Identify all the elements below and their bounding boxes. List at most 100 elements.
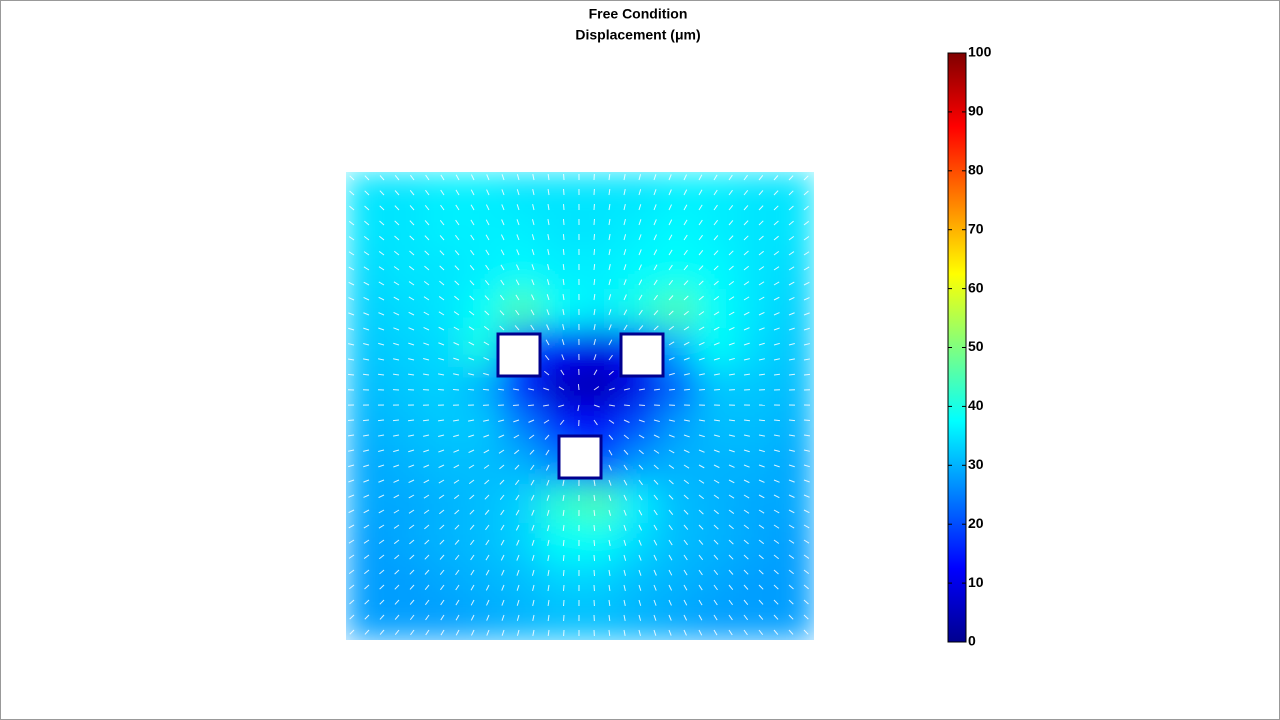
quiver-arrow [392, 419, 400, 422]
quiver-arrow [378, 296, 385, 301]
cell [424, 367, 464, 407]
quiver-arrow [683, 174, 688, 181]
quiver-arrow [500, 279, 505, 286]
quiver-arrow [758, 509, 765, 514]
quiver-arrow [668, 494, 674, 500]
quiver-arrow [773, 494, 780, 499]
quiver-arrow [469, 509, 475, 515]
quiver-arrow [593, 554, 596, 562]
quiver-arrow [468, 373, 475, 376]
quiver-arrow [409, 599, 415, 605]
quiver-arrow [683, 419, 690, 422]
quiver-arrow [486, 599, 490, 606]
quiver-arrow [393, 539, 400, 545]
quiver-arrow [638, 554, 642, 561]
quiver-arrow [562, 309, 565, 316]
cell [580, 562, 620, 602]
quiver-arrow [348, 524, 355, 529]
quiver-arrow [547, 584, 550, 592]
quiver-arrow [713, 265, 719, 271]
quiver-arrow [513, 434, 520, 439]
quiver-arrow [499, 294, 505, 301]
quiver-arrow [439, 280, 445, 286]
quiver-arrow [364, 614, 370, 620]
quiver-arrow [363, 449, 370, 452]
quiver-arrow [393, 296, 400, 301]
quiver-arrow [516, 539, 520, 546]
quiver-arrow [455, 189, 460, 196]
cell [775, 484, 814, 524]
quiver-arrow [515, 279, 520, 286]
quiver-arrow [424, 569, 430, 575]
quiver-arrow [728, 174, 733, 181]
cell [463, 406, 503, 446]
quiver-arrow [499, 310, 505, 316]
quiver-arrow [788, 629, 794, 635]
quiver-arrow [499, 479, 505, 485]
quiver-arrow [623, 629, 626, 636]
quiver-arrow [379, 629, 385, 635]
quiver-arrow [408, 342, 415, 346]
post [496, 332, 542, 378]
quiver-arrow [788, 358, 795, 361]
quiver-arrow [743, 265, 750, 271]
quiver-arrow [758, 494, 765, 499]
quiver-arrow [453, 479, 460, 484]
quiver [347, 173, 811, 637]
quiver-arrow [713, 235, 719, 241]
quiver-arrow [485, 524, 490, 531]
cell [775, 289, 814, 329]
quiver-arrow [362, 373, 370, 376]
quiver-arrow [500, 249, 505, 256]
quiver-arrow [803, 464, 810, 468]
quiver-arrow [378, 449, 385, 452]
cell [697, 562, 737, 602]
quiver-arrow [788, 175, 794, 181]
quiver-arrow [363, 327, 370, 331]
quiver-arrow [758, 569, 764, 575]
quiver-arrow [515, 494, 520, 501]
quiver-arrow [546, 294, 550, 301]
cell [502, 562, 542, 602]
quiver-arrow [653, 219, 657, 226]
quiver-arrow [439, 265, 445, 271]
quiver-arrow [728, 584, 734, 590]
quiver-arrow [683, 265, 689, 271]
quiver-arrow [438, 296, 445, 301]
quiver-arrow [653, 279, 658, 286]
quiver-arrow [408, 281, 415, 286]
quiver-arrow [698, 524, 704, 530]
quiver-arrow [758, 235, 764, 241]
quiver-arrow [363, 464, 370, 468]
quiver-arrow [683, 234, 688, 241]
quiver-arrow [728, 189, 733, 196]
quiver-arrow [394, 554, 400, 560]
quiver-arrow [408, 509, 415, 514]
quiver-arrow [470, 234, 475, 241]
cell [580, 601, 620, 640]
quiver-arrow [593, 494, 596, 502]
quiver-arrow [773, 434, 780, 437]
quiver-arrow [467, 388, 475, 391]
quiver-arrow [544, 434, 550, 440]
quiver-arrow [638, 539, 642, 546]
quiver-arrow [425, 629, 430, 636]
quiver-arrow [439, 569, 445, 575]
cell [463, 484, 503, 524]
quiver-arrow [623, 584, 626, 591]
quiver-arrow [758, 175, 764, 181]
quiver-arrow [438, 494, 445, 499]
quiver-arrow [773, 220, 779, 226]
quiver-arrow [547, 569, 550, 576]
quiver-arrow [455, 629, 460, 636]
quiver-arrow [788, 205, 794, 211]
quiver-arrow [743, 235, 749, 241]
quiver-arrow [743, 220, 749, 226]
quiver-arrow [500, 509, 505, 516]
quiver-arrow [424, 250, 430, 256]
quiver-arrow [547, 599, 550, 607]
quiver-arrow [501, 204, 505, 211]
field [346, 172, 814, 640]
quiver-arrow [713, 373, 720, 376]
cell [502, 523, 542, 563]
